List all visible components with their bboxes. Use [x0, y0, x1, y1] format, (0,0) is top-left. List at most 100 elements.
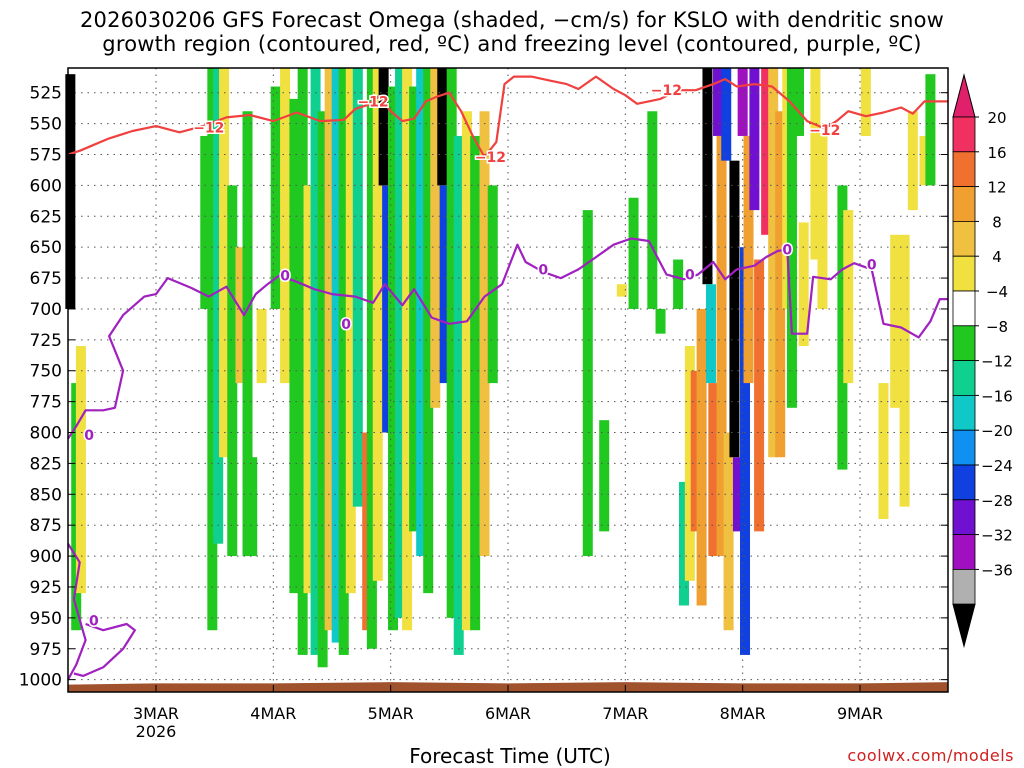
- freezing-contour-label: 0: [867, 257, 877, 273]
- freezing-level-contour-lower: [67, 543, 87, 681]
- omega-cell: [388, 86, 399, 631]
- chart-title-line-1: 2026030206 GFS Forecast Omega (shaded, −…: [79, 8, 945, 32]
- y-tick-label: 775: [30, 393, 62, 413]
- omega-cell: [723, 432, 734, 631]
- colorbar-label: 8: [992, 213, 1002, 231]
- omega-cell: [768, 68, 779, 458]
- colorbar: 20 16 12 8 4 −4 −8 −12 −16 −20 −24 −28 −32 −36: [952, 73, 1013, 649]
- omega-cell: [270, 86, 281, 309]
- omega-cell: [713, 68, 724, 136]
- omega-cell: [430, 68, 441, 408]
- freezing-contour-label: 0: [84, 428, 94, 444]
- y-tick-label: 900: [30, 547, 62, 567]
- freezing-level-contour-bottom: [73, 622, 136, 678]
- freezing-contour-label: 0: [89, 613, 99, 629]
- omega-cell: [352, 68, 363, 507]
- y-axis: 525 550 575 600 625 650 675 700 725 750 775 800 825 8…: [19, 84, 948, 691]
- omega-cell: [843, 210, 854, 384]
- colorbar-label: 20: [987, 109, 1006, 127]
- omega-cell: [721, 68, 732, 161]
- colorbar-label: −28: [981, 492, 1013, 510]
- colorbar-swatch: [952, 255, 976, 292]
- omega-cell: [378, 68, 389, 186]
- omega-cell: [317, 111, 328, 668]
- omega-cell: [219, 68, 230, 458]
- colorbar-label: −24: [981, 457, 1013, 475]
- omega-cell: [919, 135, 930, 186]
- omega-cell: [310, 68, 321, 655]
- omega-cell: [761, 68, 772, 235]
- y-tick-label: 800: [30, 424, 62, 444]
- omega-cell: [907, 111, 918, 211]
- x-tick-label: 4MAR: [250, 704, 296, 723]
- omega-cell: [366, 68, 377, 649]
- colorbar-label: 4: [992, 248, 1002, 266]
- omega-cell: [331, 68, 342, 643]
- omega-cell: [798, 222, 809, 347]
- colorbar-swatch: [952, 325, 976, 361]
- dgz-contour-label: −12: [193, 120, 224, 136]
- site-credit: coolwx.com/models: [847, 746, 1014, 765]
- omega-cell: [75, 346, 86, 594]
- x-tick-label: 9MAR: [837, 704, 883, 723]
- omega-cell: [297, 68, 308, 655]
- contour-layer: −12 −12 −12 −12 −12 0 0 0 0 0 0 0 0: [67, 75, 948, 681]
- omega-cell: [213, 68, 224, 544]
- omega-cell: [65, 74, 76, 309]
- colorbar-swatch: [952, 360, 976, 396]
- x-tick-year: 2026: [136, 722, 177, 741]
- x-tick-label: 5MAR: [368, 704, 414, 723]
- colorbar-label: −12: [981, 353, 1013, 371]
- colorbar-swatch: [952, 569, 976, 605]
- colorbar-swatch: [952, 151, 976, 188]
- y-tick-label: 725: [30, 331, 62, 351]
- colorbar-swatch: [952, 429, 976, 466]
- omega-cell: [446, 68, 457, 618]
- colorbar-swatch: [952, 220, 976, 257]
- y-tick-label: 650: [30, 238, 62, 258]
- dgz-contour-label: −12: [809, 123, 840, 139]
- y-tick-label: 575: [30, 145, 62, 165]
- omega-cell: [702, 68, 713, 285]
- omega-cell: [256, 308, 267, 384]
- x-tick-label: 7MAR: [602, 704, 648, 723]
- omega-cell: [280, 68, 291, 384]
- omega-cell: [227, 185, 238, 557]
- gridlines: [68, 68, 948, 692]
- omega-cell: [345, 68, 356, 594]
- omega-cell: [708, 383, 719, 557]
- x-tick-label: 8MAR: [720, 704, 766, 723]
- dgz-contour-minus12: [67, 75, 948, 159]
- omega-cell: [402, 68, 413, 631]
- omega-cell: [705, 284, 716, 384]
- omega-cell: [740, 247, 751, 655]
- y-tick-label: 875: [30, 516, 62, 536]
- freezing-level-contour: [67, 237, 948, 440]
- omega-cell: [599, 420, 610, 532]
- omega-cell: [690, 370, 701, 532]
- colorbar-label: 12: [987, 179, 1006, 197]
- omega-cell: [743, 135, 754, 384]
- omega-cell: [479, 111, 490, 557]
- omega-cell: [439, 185, 450, 384]
- chart-title-line-2: growth region (contoured, red, ºC) and f…: [102, 32, 922, 56]
- colorbar-label: −16: [981, 387, 1013, 405]
- omega-cell: [786, 68, 797, 408]
- omega-cell: [423, 68, 434, 594]
- omega-cell: [395, 68, 406, 618]
- y-tick-label: 625: [30, 207, 62, 227]
- y-tick-label: 925: [30, 578, 62, 598]
- omega-cell: [303, 185, 314, 594]
- colorbar-swatch: [952, 394, 976, 431]
- omega-cell: [235, 247, 246, 384]
- omega-cell: [338, 68, 349, 655]
- omega-cell: [416, 68, 427, 557]
- omega-cell: [647, 111, 658, 309]
- omega-cell: [860, 68, 871, 136]
- omega-cell: [409, 86, 420, 532]
- dgz-contour-label: −12: [357, 94, 388, 110]
- omega-cell: [242, 111, 253, 557]
- omega-cell: [925, 74, 936, 186]
